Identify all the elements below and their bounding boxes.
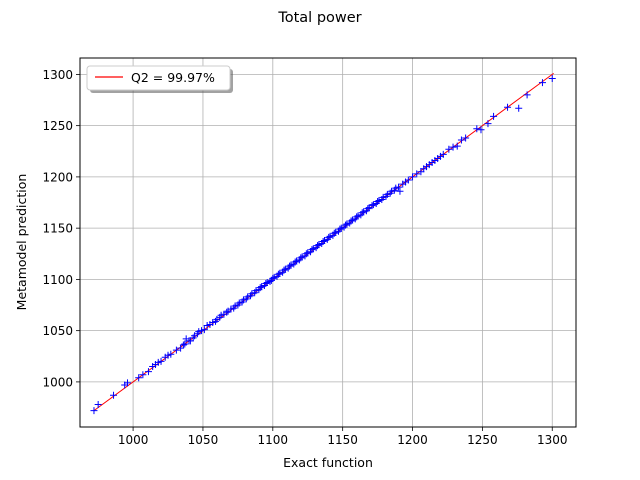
data-point bbox=[110, 391, 118, 399]
data-point bbox=[139, 371, 147, 379]
x-tick-label: 1200 bbox=[397, 433, 428, 447]
data-point bbox=[314, 242, 322, 250]
x-axis-label: Exact function bbox=[283, 455, 373, 470]
data-point bbox=[515, 104, 523, 112]
x-tick-label: 1100 bbox=[258, 433, 289, 447]
legend-box bbox=[86, 65, 231, 91]
y-tick-label: 1150 bbox=[42, 222, 73, 236]
data-point bbox=[286, 262, 294, 270]
data-point bbox=[157, 357, 165, 365]
data-point bbox=[396, 187, 404, 195]
y-tick-label: 1100 bbox=[42, 273, 73, 287]
data-point bbox=[179, 341, 187, 349]
y-axis-ticks: 1000 1050 1100 1150 1200 1250 1300 bbox=[42, 68, 80, 389]
data-point bbox=[347, 217, 355, 225]
data-point bbox=[308, 246, 316, 254]
data-point bbox=[462, 134, 470, 142]
data-point bbox=[439, 150, 447, 158]
data-point bbox=[453, 142, 461, 150]
data-point bbox=[172, 346, 180, 354]
y-tick-label: 1000 bbox=[42, 375, 73, 389]
data-point bbox=[409, 173, 417, 181]
data-point bbox=[457, 136, 465, 144]
data-point bbox=[90, 407, 98, 415]
data-point bbox=[353, 213, 361, 221]
data-point bbox=[94, 400, 102, 408]
plot-frame bbox=[79, 57, 577, 428]
data-point bbox=[135, 374, 143, 382]
data-point bbox=[325, 233, 333, 241]
data-point bbox=[200, 326, 208, 334]
data-point bbox=[358, 209, 366, 217]
data-point bbox=[404, 176, 412, 184]
data-point bbox=[330, 229, 338, 237]
data-point bbox=[262, 280, 270, 287]
data-point bbox=[256, 284, 264, 292]
y-tick-label: 1300 bbox=[42, 68, 73, 82]
data-point bbox=[484, 120, 492, 128]
chart-title: Total power bbox=[277, 10, 361, 26]
data-point bbox=[341, 221, 349, 229]
data-point bbox=[223, 308, 231, 316]
data-point bbox=[291, 258, 299, 266]
data-point bbox=[336, 225, 344, 233]
data-point bbox=[368, 202, 376, 210]
data-point bbox=[144, 368, 152, 376]
points-layer bbox=[90, 75, 556, 415]
y-tick-label: 1200 bbox=[42, 170, 73, 184]
x-tick-label: 1050 bbox=[188, 433, 219, 447]
data-point bbox=[473, 125, 481, 133]
data-point bbox=[167, 350, 175, 358]
legend: Q2 = 99.97% bbox=[86, 65, 233, 93]
data-point bbox=[364, 205, 372, 213]
data-point bbox=[181, 340, 189, 348]
y-tick-label: 1250 bbox=[42, 119, 73, 133]
data-point bbox=[319, 237, 327, 245]
data-point bbox=[413, 170, 421, 178]
data-point bbox=[274, 270, 282, 278]
data-point bbox=[269, 274, 277, 282]
data-point bbox=[124, 379, 132, 387]
data-point bbox=[477, 126, 485, 134]
x-tick-label: 1300 bbox=[537, 433, 568, 447]
y-axis-label: Metamodel prediction bbox=[14, 174, 29, 311]
x-tick-label: 1250 bbox=[467, 433, 498, 447]
data-point bbox=[538, 79, 546, 87]
data-point bbox=[297, 254, 305, 262]
x-tick-label: 1150 bbox=[327, 433, 358, 447]
data-point bbox=[445, 145, 453, 153]
grid bbox=[80, 58, 576, 427]
data-point bbox=[374, 198, 382, 205]
data-point bbox=[548, 75, 556, 82]
data-point bbox=[490, 112, 498, 120]
x-axis-ticks: 1000 1050 1100 1150 1200 1250 1300 bbox=[118, 427, 568, 447]
data-point bbox=[449, 143, 457, 151]
y-tick-label: 1050 bbox=[42, 324, 73, 338]
x-tick-label: 1000 bbox=[118, 433, 149, 447]
data-point bbox=[523, 91, 531, 99]
data-point bbox=[302, 250, 310, 258]
data-point bbox=[395, 183, 403, 191]
data-point bbox=[280, 266, 288, 274]
legend-entry-label: Q2 = 99.97% bbox=[131, 70, 215, 85]
data-point bbox=[504, 103, 512, 111]
